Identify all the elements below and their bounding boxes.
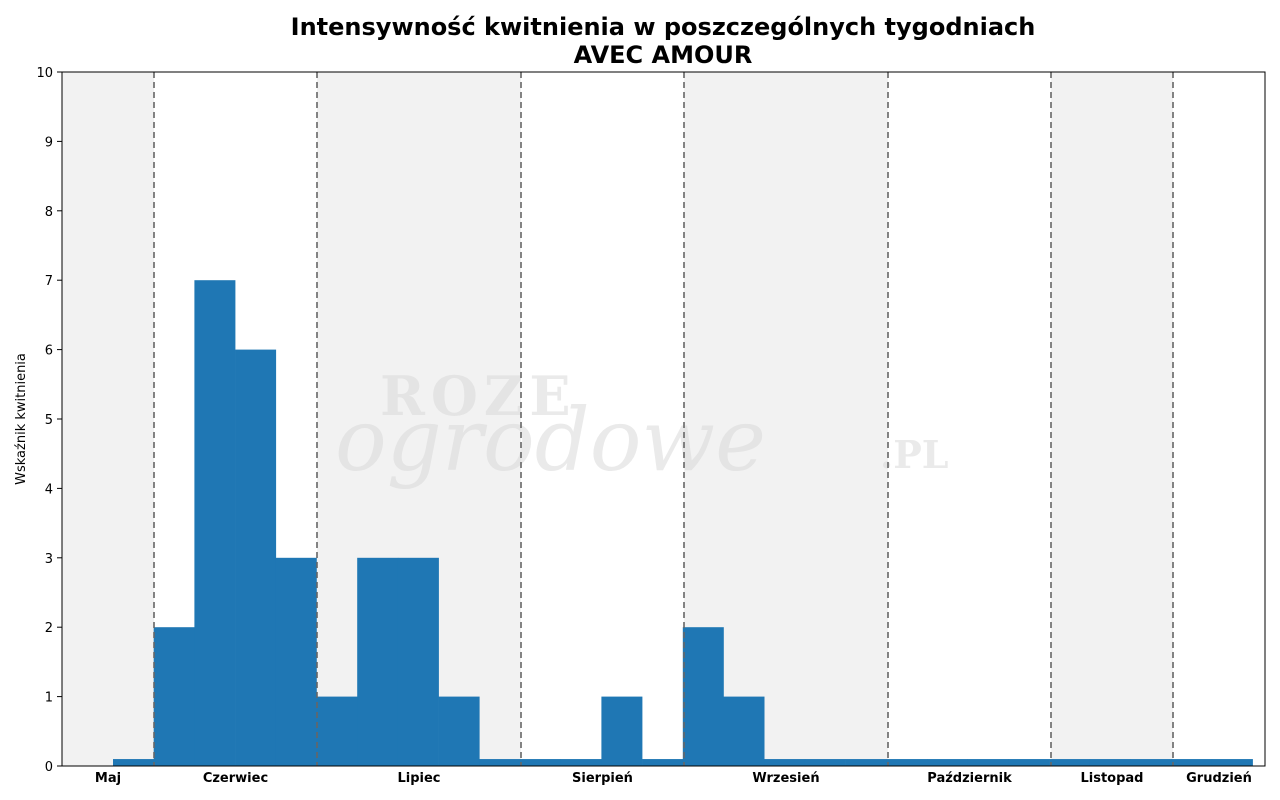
- bar: [1130, 759, 1172, 766]
- bar: [438, 696, 480, 766]
- bar: [1049, 759, 1091, 766]
- y-tick-label: 2: [45, 621, 53, 636]
- bar: [275, 557, 317, 766]
- bar: [235, 349, 277, 766]
- month-shading: [62, 72, 1173, 766]
- month-label: Październik: [927, 771, 1012, 786]
- month-shade: [62, 72, 154, 766]
- bar: [642, 759, 684, 766]
- bar: [967, 759, 1009, 766]
- month-shade: [1051, 72, 1173, 766]
- watermark-text: ROZE: [380, 364, 577, 428]
- watermark-text: ogrodowe: [335, 391, 766, 491]
- y-tick-label: 7: [45, 274, 53, 289]
- bar: [1171, 759, 1213, 766]
- bars-group: [113, 280, 1253, 766]
- month-label: Wrzesień: [752, 771, 819, 786]
- bar: [357, 557, 399, 766]
- bar: [113, 759, 154, 766]
- y-tick-label: 10: [36, 66, 53, 81]
- y-tick-label: 6: [45, 344, 53, 359]
- bar: [520, 759, 561, 766]
- y-axis-label: Wskaźnik kwitnienia: [14, 353, 29, 485]
- y-axis-ticks: 0 1 2 3 4 5 6 7 8 9 10: [36, 66, 62, 775]
- bar: [764, 759, 806, 766]
- y-tick-label: 3: [45, 552, 53, 567]
- bar: [397, 557, 439, 766]
- y-tick-label: 1: [45, 691, 53, 706]
- bar: [927, 759, 968, 766]
- bar: [682, 627, 724, 766]
- chart-subtitle: AVEC AMOUR: [574, 41, 753, 69]
- bar: [316, 696, 358, 766]
- bar: [560, 759, 602, 766]
- month-label: Listopad: [1080, 771, 1143, 786]
- y-tick-label: 9: [45, 135, 53, 150]
- y-tick-label: 5: [45, 413, 53, 428]
- month-label: Lipiec: [397, 771, 440, 786]
- watermark-text: .PL: [880, 432, 949, 477]
- month-label: Maj: [95, 771, 121, 786]
- bar: [845, 759, 887, 766]
- bar: [1211, 759, 1253, 766]
- bar: [153, 627, 195, 766]
- bar: [194, 280, 236, 766]
- month-label: Sierpień: [572, 771, 633, 786]
- bar: [804, 759, 846, 766]
- bar: [601, 696, 643, 766]
- month-labels: Maj Czerwiec Lipiec Sierpień Wrzesień Paździe…: [95, 771, 1252, 786]
- y-tick-label: 8: [45, 205, 53, 220]
- bar: [1089, 759, 1131, 766]
- chart-title: Intensywność kwitnienia w poszczególnych…: [291, 13, 1036, 41]
- bar: [886, 759, 928, 766]
- month-label: Czerwiec: [203, 771, 268, 786]
- month-dividers: [153, 72, 1174, 766]
- y-tick-label: 0: [45, 760, 53, 775]
- bar: [479, 759, 521, 766]
- y-tick-label: 4: [45, 482, 53, 497]
- bar: [1008, 759, 1050, 766]
- bar: [723, 696, 765, 766]
- month-label: Grudzień: [1186, 771, 1252, 786]
